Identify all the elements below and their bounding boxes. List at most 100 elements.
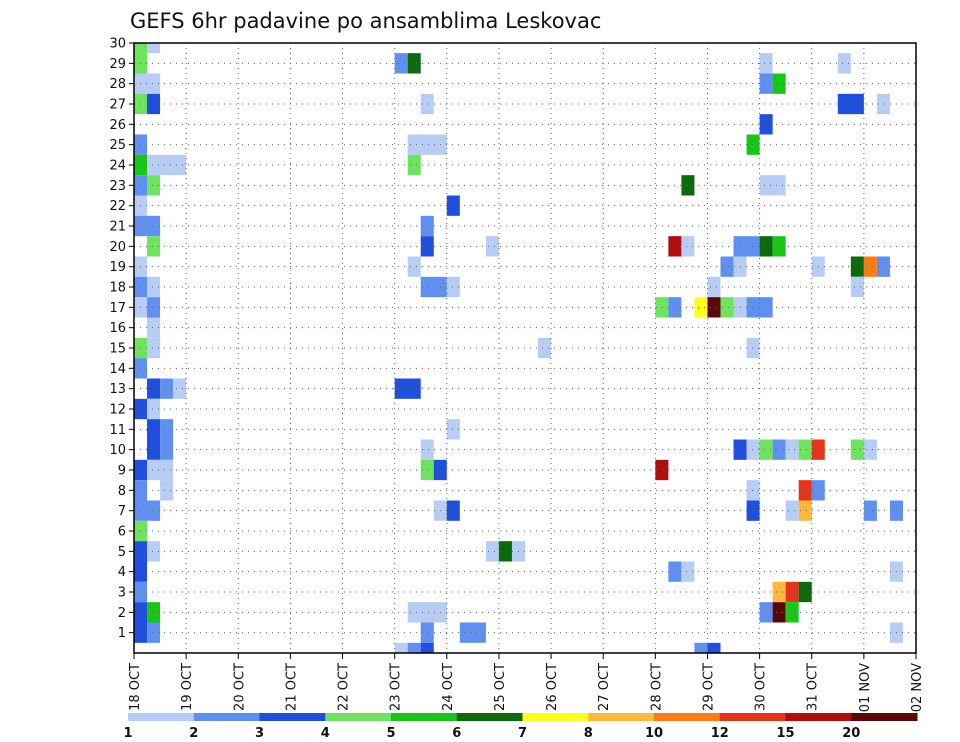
y-tick-label: 6 (118, 525, 126, 540)
legend-label: 15 (776, 726, 794, 741)
heatmap-cell (759, 175, 786, 196)
legend-swatch (456, 713, 523, 721)
y-tick-label: 21 (109, 220, 126, 235)
heatmap-cell (394, 53, 408, 74)
heatmap-cell (785, 581, 799, 603)
x-tick-label: 21 OCT (284, 663, 299, 711)
heatmap-cell (485, 541, 499, 562)
heatmap-cell (147, 93, 161, 115)
heatmap-cell (798, 581, 812, 603)
heatmap-cell (785, 500, 799, 521)
heatmap-cell (147, 317, 161, 338)
heatmap-cell (707, 642, 721, 653)
x-tick-label: 25 OCT (493, 663, 508, 711)
y-tick-label: 19 (109, 260, 126, 275)
x-tick-label: 29 OCT (701, 663, 716, 711)
heatmap-cell (746, 134, 760, 155)
heatmap-cell (850, 276, 864, 298)
heatmap-cell (798, 500, 812, 521)
heatmap-cell (759, 602, 773, 623)
heatmap-cell (147, 276, 161, 298)
y-tick-label: 20 (109, 240, 126, 255)
heatmap-cell (798, 480, 812, 501)
heatmap-cell (876, 93, 890, 115)
legend-swatch (851, 713, 918, 721)
heatmap-cell (694, 297, 708, 318)
x-tick-label: 26 OCT (545, 663, 560, 711)
x-tick-label: 30 OCT (754, 663, 769, 711)
legend-label: 7 (518, 726, 527, 741)
heatmap-cell (160, 480, 174, 501)
x-tick-label: 19 OCT (180, 663, 195, 711)
heatmap-cell (772, 602, 786, 623)
y-tick-label: 9 (118, 464, 126, 479)
heatmap-cell (694, 642, 708, 653)
legend-swatch (785, 713, 852, 721)
legend-label: 5 (386, 726, 395, 741)
heatmap-cell (681, 175, 695, 196)
legend-swatch (259, 713, 326, 721)
legend-label: 3 (255, 726, 264, 741)
heatmap-cell (681, 236, 695, 257)
color-legend: 1 2 3 4 5 6 7 8 10 12 15 20 (123, 713, 918, 741)
heatmap-cell (446, 419, 460, 440)
legend-label: 4 (321, 726, 330, 741)
heatmap-cell (759, 236, 773, 257)
heatmap-cell (420, 439, 434, 460)
heatmap-cell (160, 378, 174, 399)
heatmap-cell (147, 419, 161, 440)
legend-label: 12 (711, 726, 729, 741)
x-tick-label: 01 NOV (858, 663, 873, 712)
heatmap-cell (498, 541, 512, 562)
heatmap-cell (655, 297, 669, 318)
heatmap-cell (538, 337, 552, 359)
x-tick-label: 22 OCT (337, 663, 352, 711)
y-tick-label: 11 (109, 423, 126, 438)
y-tick-label: 30 (109, 37, 126, 52)
x-tick-label: 28 OCT (649, 663, 664, 711)
heatmap-cell (798, 439, 812, 460)
y-tick-label: 14 (109, 362, 126, 377)
heatmap-cell (147, 175, 161, 196)
heatmap-cell (746, 439, 760, 460)
heatmap-cell (134, 500, 161, 521)
heatmap-cell (485, 236, 499, 257)
y-tick-label: 10 (109, 443, 126, 458)
y-tick-label: 8 (118, 484, 126, 499)
heatmap-cell (134, 73, 161, 94)
heatmap-cell (772, 236, 786, 257)
heatmap-cell (759, 73, 773, 94)
heatmap-cell (147, 337, 161, 359)
heatmap-cell (681, 561, 695, 582)
y-tick-label: 29 (109, 57, 126, 72)
heatmap-cell (420, 93, 434, 115)
y-axis: 1234567891011121314151617181920212223242… (109, 37, 134, 641)
heatmap-cell (759, 53, 773, 74)
heatmap-cell (759, 439, 773, 460)
heatmap-cell (147, 622, 161, 643)
heatmap-cell (459, 622, 486, 643)
y-tick-label: 5 (118, 545, 126, 560)
x-tick-label: 20 OCT (232, 663, 247, 711)
heatmap-cell (850, 439, 864, 460)
y-tick-label: 12 (109, 403, 126, 418)
heatmap-cell (863, 256, 877, 277)
legend-label: 10 (645, 726, 663, 741)
heatmap-cell (837, 93, 864, 115)
y-tick-label: 16 (109, 321, 126, 336)
heatmap-cell (147, 297, 161, 318)
legend-swatch (719, 713, 786, 721)
x-tick-label: 23 OCT (389, 663, 404, 711)
heatmap-cell (720, 256, 734, 277)
heatmap-cell (772, 439, 786, 460)
y-tick-label: 23 (109, 179, 126, 194)
y-tick-label: 26 (109, 118, 126, 133)
heatmap-cell (785, 602, 799, 623)
y-tick-label: 28 (109, 77, 126, 92)
heatmap-cell (160, 419, 174, 440)
heatmap-cell (863, 500, 877, 521)
x-tick-label: 02 NOV (910, 663, 925, 712)
heatmap-cell (720, 297, 734, 318)
heatmap-cell (863, 439, 877, 460)
